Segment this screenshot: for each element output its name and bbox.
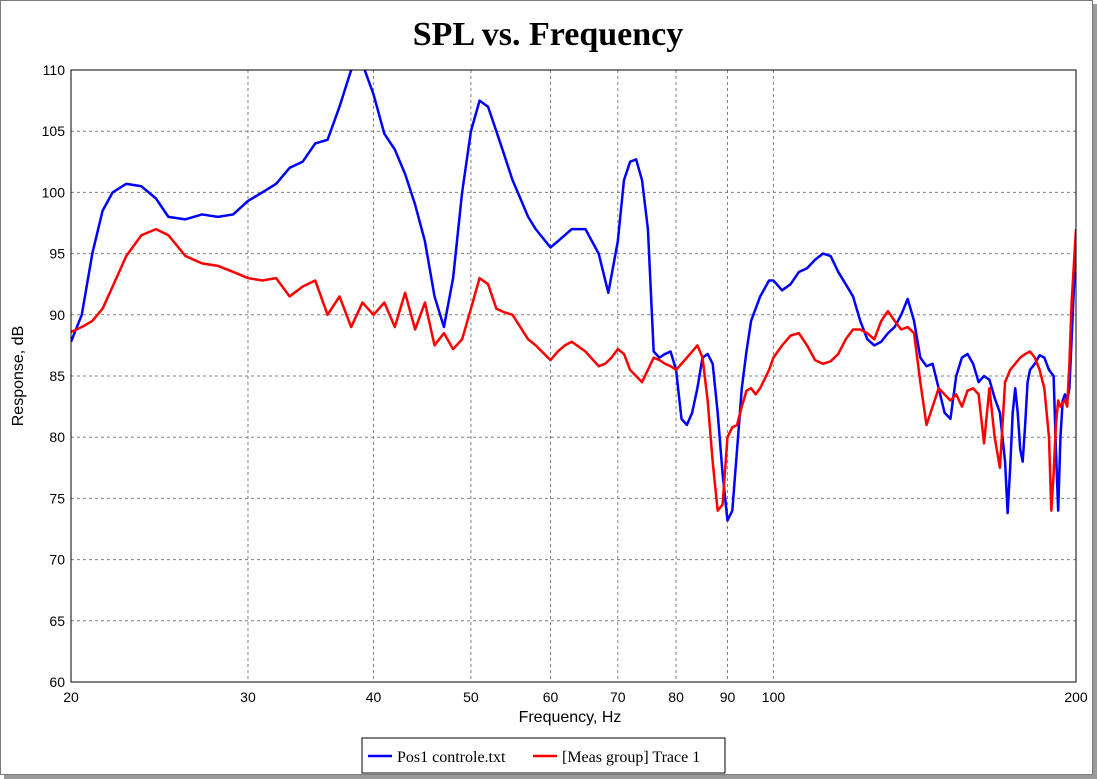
x-tick-label: 40 — [366, 689, 382, 705]
y-tick-label: 75 — [49, 490, 65, 506]
legend-label-2: [Meas group] Trace 1 — [562, 749, 700, 766]
x-tick-label: 90 — [720, 689, 736, 705]
y-tick-label: 95 — [49, 246, 65, 262]
x-tick-label: 50 — [463, 689, 479, 705]
series-layer — [71, 70, 1076, 522]
y-tick-label: 105 — [42, 123, 66, 139]
x-tick-label: 80 — [668, 689, 684, 705]
y-tick-label: 110 — [43, 62, 66, 78]
series-line-2 — [71, 227, 1076, 512]
y-tick-label: 100 — [42, 184, 66, 200]
x-tick-label: 30 — [240, 689, 256, 705]
x-tick-label: 70 — [610, 689, 626, 705]
chart-title: SPL vs. Frequency — [413, 16, 683, 53]
tick-labels: 60 65 70 75 80 85 90 95 100 105 110 20 30 40 50 60 70 80 9… — [42, 62, 1088, 705]
grid — [71, 70, 1076, 682]
x-tick-label: 20 — [63, 689, 79, 705]
y-tick-label: 60 — [49, 674, 65, 690]
x-tick-label: 200 — [1064, 689, 1088, 705]
legend: Pos1 controle.txt [Meas group] Trace 1 — [361, 737, 726, 774]
y-axis-title: Response, dB — [10, 326, 27, 427]
x-axis-title: Frequency, Hz — [519, 709, 622, 726]
y-tick-label: 65 — [49, 613, 65, 629]
y-tick-label: 90 — [49, 307, 65, 323]
plot-area-border — [70, 69, 1077, 683]
legend-label-1: Pos1 controle.txt — [397, 749, 506, 766]
series-line-1 — [71, 70, 1076, 522]
x-tick-label: 60 — [543, 689, 559, 705]
y-tick-label: 70 — [49, 552, 65, 568]
y-tick-label: 85 — [49, 368, 65, 384]
y-tick-label: 80 — [49, 429, 65, 445]
x-tick-label: 100 — [762, 689, 786, 705]
